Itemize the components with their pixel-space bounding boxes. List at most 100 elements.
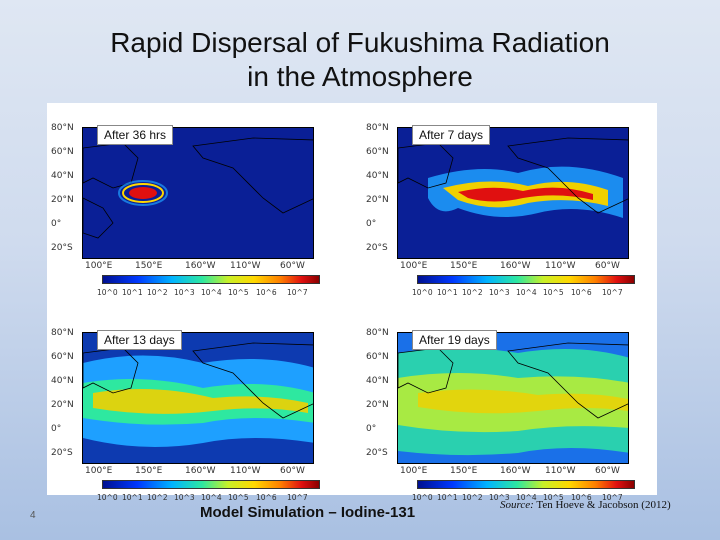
lat-tick-label: 40°N [51, 376, 74, 386]
colorbar-tick-label: 10^2 [462, 493, 483, 502]
lat-tick-label: 60°N [366, 352, 389, 362]
lat-tick-label: 60°N [366, 147, 389, 157]
lat-tick-label: 20°N [51, 195, 74, 205]
colorbar-tick-label: 10^0 [97, 493, 118, 502]
colorbar [417, 480, 635, 489]
colorbar-tick-label: 10^3 [489, 493, 510, 502]
lon-tick-label: 110°W [230, 466, 261, 476]
colorbar-tick-label: 10^5 [543, 493, 564, 502]
lon-tick-label: 100°E [400, 261, 428, 271]
lon-tick-label: 160°W [500, 466, 531, 476]
map-7-days [397, 127, 629, 259]
colorbar-tick-label: 10^4 [516, 493, 537, 502]
colorbar-tick-label: 10^0 [412, 493, 433, 502]
figure-caption: Model Simulation – Iodine-131 [200, 504, 416, 521]
panel-7-days: After 7 days 80°N 60°N 40°N 20°N 0° 20°S 100°E… [362, 103, 635, 297]
lat-tick-label: 60°N [51, 352, 74, 362]
lat-tick-label: 80°N [51, 123, 74, 133]
colorbar-tick-label: 10^4 [516, 288, 537, 297]
lat-tick-label: 80°N [366, 328, 389, 338]
colorbar-tick-label: 10^4 [201, 493, 222, 502]
lon-tick-label: 100°E [400, 466, 428, 476]
colorbar-tick-label: 10^1 [122, 493, 143, 502]
lon-tick-label: 160°W [185, 261, 216, 271]
map-13-days [82, 332, 314, 464]
colorbar-tick-label: 10^2 [147, 493, 168, 502]
colorbar [102, 480, 320, 489]
colorbar-tick-label: 10^3 [489, 288, 510, 297]
colorbar [102, 275, 320, 284]
lon-tick-label: 150°E [135, 466, 163, 476]
lat-tick-label: 0° [51, 219, 62, 229]
lat-tick-label: 20°N [366, 400, 389, 410]
colorbar-tick-label: 10^3 [174, 288, 195, 297]
panel-19-days: After 19 days 80°N 60°N 40°N 20°N 0° 20°S 100°… [362, 308, 635, 502]
lon-tick-label: 60°W [595, 261, 620, 271]
colorbar-tick-label: 10^6 [256, 493, 277, 502]
lat-tick-label: 40°N [51, 171, 74, 181]
panel-13-days: After 13 days 80°N 60°N 40°N 20°N 0° 20°S 100°… [47, 308, 320, 502]
lat-tick-label: 20°S [366, 243, 388, 253]
panel-label: After 19 days [412, 330, 497, 350]
lon-tick-label: 60°W [595, 466, 620, 476]
lat-tick-label: 40°N [366, 171, 389, 181]
map-19-days [397, 332, 629, 464]
lon-tick-label: 60°W [280, 466, 305, 476]
panel-label: After 36 hrs [97, 125, 174, 145]
colorbar-tick-label: 10^0 [412, 288, 433, 297]
colorbar-tick-label: 10^2 [462, 288, 483, 297]
lat-tick-label: 80°N [51, 328, 74, 338]
lat-tick-label: 80°N [366, 123, 389, 133]
lon-tick-label: 150°E [135, 261, 163, 271]
lon-tick-label: 110°W [545, 261, 576, 271]
lon-tick-label: 160°W [185, 466, 216, 476]
lat-tick-label: 0° [366, 219, 377, 229]
slide-number: 4 [30, 510, 36, 521]
lon-tick-label: 110°W [230, 261, 261, 271]
colorbar-tick-label: 10^6 [256, 288, 277, 297]
map-36-hrs [82, 127, 314, 259]
lat-tick-label: 20°N [366, 195, 389, 205]
lat-tick-label: 20°S [51, 243, 73, 253]
colorbar-tick-label: 10^5 [543, 288, 564, 297]
source-text: Ten Hoeve & Jacobson (2012) [536, 499, 671, 511]
colorbar-tick-label: 10^2 [147, 288, 168, 297]
lon-tick-label: 100°E [85, 261, 113, 271]
lon-tick-label: 100°E [85, 466, 113, 476]
lat-tick-label: 20°N [51, 400, 74, 410]
panel-label: After 13 days [97, 330, 182, 350]
colorbar-tick-label: 10^7 [287, 288, 308, 297]
source-label: Source: [500, 499, 534, 511]
colorbar-tick-label: 10^7 [602, 288, 623, 297]
lat-tick-label: 0° [366, 424, 377, 434]
lat-tick-label: 20°S [51, 448, 73, 458]
colorbar-tick-label: 10^5 [228, 493, 249, 502]
source-citation: Source: Ten Hoeve & Jacobson (2012) [500, 499, 671, 511]
lat-tick-label: 40°N [366, 376, 389, 386]
panel-label: After 7 days [412, 125, 491, 145]
lat-tick-label: 20°S [366, 448, 388, 458]
colorbar-tick-label: 10^1 [122, 288, 143, 297]
slide-title: Rapid Dispersal of Fukushima Radiation i… [0, 26, 720, 94]
colorbar-tick-label: 10^7 [287, 493, 308, 502]
colorbar-tick-label: 10^6 [571, 493, 592, 502]
colorbar-tick-label: 10^1 [437, 288, 458, 297]
colorbar-tick-label: 10^0 [97, 288, 118, 297]
colorbar-tick-label: 10^4 [201, 288, 222, 297]
colorbar [417, 275, 635, 284]
lat-tick-label: 60°N [51, 147, 74, 157]
slide-title-line1: Rapid Dispersal of Fukushima Radiation [110, 27, 610, 58]
panel-36-hrs: After 36 hrs 80°N 60°N 40°N 20°N 0° 20°S 100°E… [47, 103, 320, 297]
lon-tick-label: 110°W [545, 466, 576, 476]
lon-tick-label: 60°W [280, 261, 305, 271]
simulation-figure: After 36 hrs 80°N 60°N 40°N 20°N 0° 20°S 100°E… [47, 103, 657, 502]
lon-tick-label: 150°E [450, 261, 478, 271]
lat-tick-label: 0° [51, 424, 62, 434]
slide-title-line2: in the Atmosphere [247, 61, 473, 92]
colorbar-tick-label: 10^6 [571, 288, 592, 297]
colorbar-tick-label: 10^7 [602, 493, 623, 502]
colorbar-tick-label: 10^1 [437, 493, 458, 502]
colorbar-tick-label: 10^5 [228, 288, 249, 297]
colorbar-tick-label: 10^3 [174, 493, 195, 502]
lon-tick-label: 150°E [450, 466, 478, 476]
